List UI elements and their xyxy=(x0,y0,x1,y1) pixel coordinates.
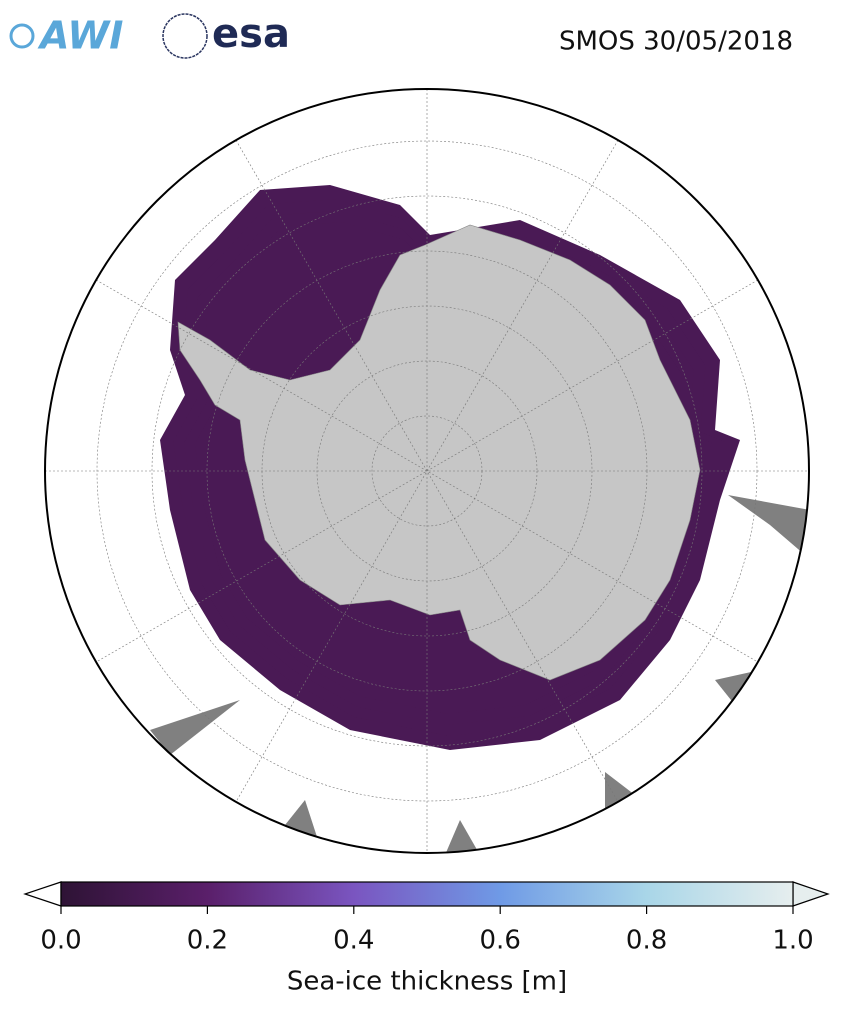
logo-awi: AWI xyxy=(9,14,123,58)
colorbar-tick-label: 0.0 xyxy=(40,926,81,956)
colorbar-tick-label: 1.0 xyxy=(772,926,813,956)
colorbar: Sea-ice thickness [m] 0.0 0.2 0.4 0.6 0.8 1.0 xyxy=(23,881,830,997)
map xyxy=(45,89,809,853)
logo-esa: esa xyxy=(162,11,290,59)
colorbar-label: Sea-ice thickness [m] xyxy=(287,967,567,997)
colorbar-tick-label: 0.6 xyxy=(480,926,521,956)
colorbar-tick-label: 0.2 xyxy=(187,926,228,956)
colorbar-tick-label: 0.8 xyxy=(626,926,667,956)
logo-awi-text: AWI xyxy=(37,14,123,58)
meridian xyxy=(96,279,758,663)
colorbar-over xyxy=(792,881,830,907)
logo-esa-text: esa xyxy=(212,11,290,57)
graticule xyxy=(45,89,809,853)
colorbar-tick-label: 0.4 xyxy=(333,926,374,956)
antarctica xyxy=(177,224,701,681)
colorbar-under xyxy=(23,881,62,907)
colorbar-ramp xyxy=(60,881,794,907)
map-frame xyxy=(44,88,810,854)
title: SMOS 30/05/2018 xyxy=(559,27,793,57)
